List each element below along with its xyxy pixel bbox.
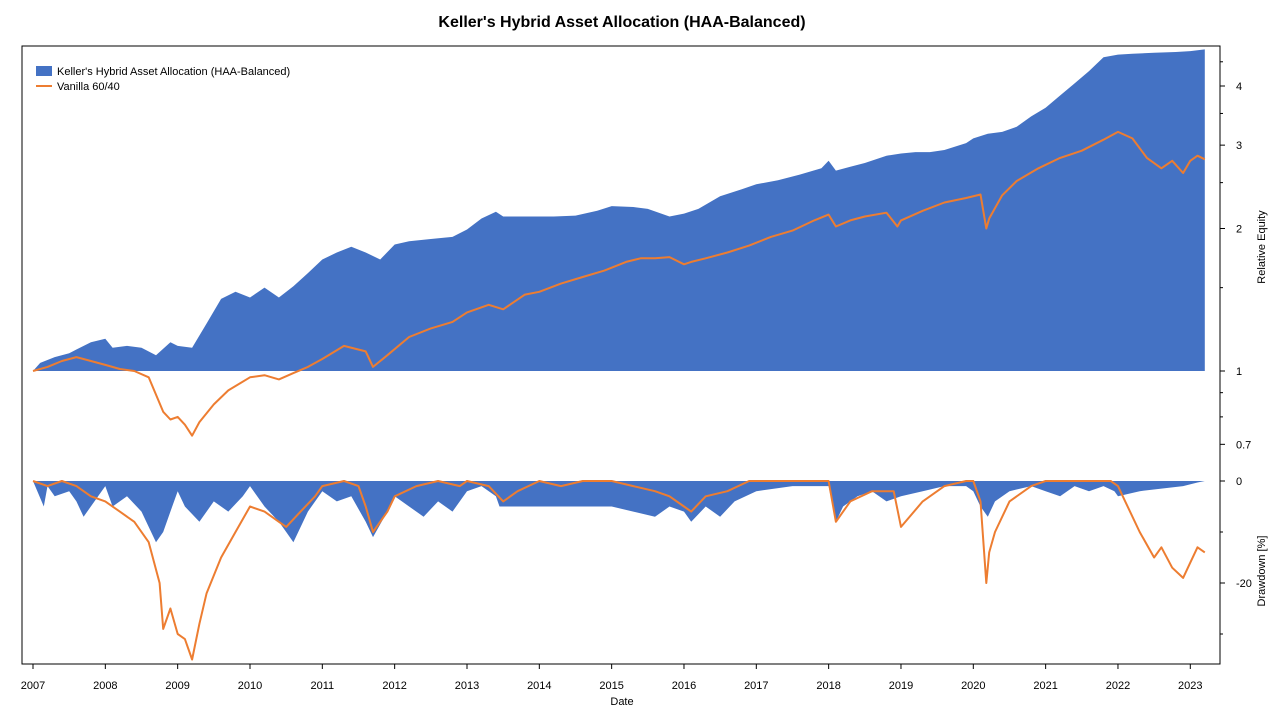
equity-y-axis-label: Relative Equity <box>1256 210 1268 284</box>
equity-y-tick-label: 3 <box>1236 140 1242 152</box>
equity-y-tick-label: 0.7 <box>1236 439 1251 451</box>
equity-area-strategy <box>33 49 1205 372</box>
drawdown-area-layer <box>33 481 1205 543</box>
x-tick-label: 2014 <box>527 680 551 692</box>
legend-label-strategy: Keller's Hybrid Asset Allocation (HAA-Ba… <box>57 66 290 78</box>
x-tick-label: 2020 <box>961 680 985 692</box>
axis-layer: 1 0.7 2 3 4 0 -20 2007 2008 2009 2010 2011 2012 2013 2… <box>21 61 1252 692</box>
x-axis-label: Date <box>610 696 633 708</box>
x-tick-label: 2007 <box>21 680 45 692</box>
equity-y-tick-label: 4 <box>1236 81 1242 93</box>
drawdown-y-tick-label: -20 <box>1236 578 1252 590</box>
x-tick-label: 2011 <box>310 680 334 692</box>
x-tick-label: 2013 <box>455 680 479 692</box>
plot-frame <box>21 45 1221 665</box>
equity-line-benchmark <box>32 130 1206 437</box>
x-tick-label: 2016 <box>672 680 696 692</box>
drawdown-y-axis-label: Drawdown [%] <box>1256 536 1268 607</box>
equity-area-layer <box>33 49 1205 372</box>
x-tick-label: 2015 <box>599 680 623 692</box>
drawdown-area-strategy <box>33 481 1205 543</box>
x-tick-label: 2010 <box>238 680 262 692</box>
x-tick-label: 2023 <box>1178 680 1202 692</box>
drawdown-line-benchmark <box>32 480 1206 661</box>
legend-swatch-strategy <box>36 66 52 76</box>
chart-title: Keller's Hybrid Asset Allocation (HAA-Ba… <box>438 14 805 31</box>
line-layer <box>32 130 1206 661</box>
x-tick-label: 2017 <box>744 680 768 692</box>
equity-y-tick-label: 1 <box>1236 366 1242 378</box>
x-tick-label: 2009 <box>165 680 189 692</box>
x-tick-label: 2008 <box>93 680 117 692</box>
x-tick-label: 2022 <box>1106 680 1130 692</box>
x-tick-label: 2012 <box>382 680 406 692</box>
equity-y-tick-label: 2 <box>1236 224 1242 236</box>
legend: Keller's Hybrid Asset Allocation (HAA-Ba… <box>36 66 290 93</box>
x-tick-label: 2018 <box>816 680 840 692</box>
drawdown-y-tick-label: 0 <box>1236 476 1242 488</box>
x-tick-label: 2019 <box>889 680 913 692</box>
legend-label-benchmark: Vanilla 60/40 <box>57 81 120 93</box>
x-tick-label: 2021 <box>1033 680 1057 692</box>
